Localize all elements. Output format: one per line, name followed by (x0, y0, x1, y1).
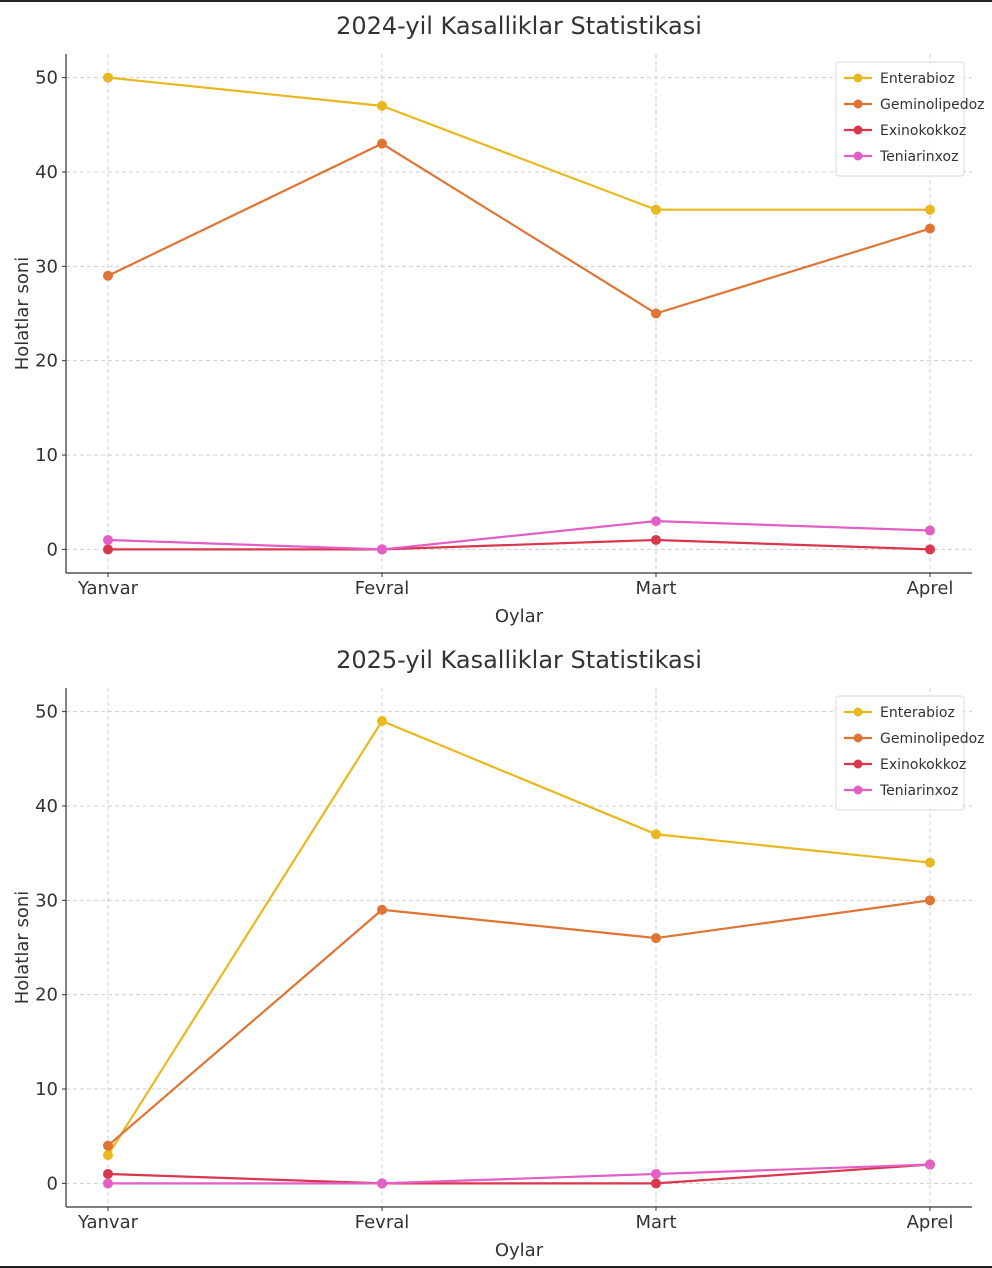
legend-marker-enterabioz (853, 73, 863, 83)
data-point-enterabioz (103, 1150, 113, 1161)
chart-2024: 0 10 20 30 40 50 Yanvar Fevral Mart Aprel 2024-yil… (12, 12, 985, 627)
y-tick-label: 30 (35, 256, 58, 277)
x-tick-label: Mart (635, 1212, 676, 1233)
x-axis-label: Oylar (495, 1240, 544, 1261)
y-tick-label: 40 (35, 162, 58, 183)
y-tick-label: 20 (35, 985, 58, 1006)
legend-marker-teniarinxoz (853, 151, 863, 161)
x-tick-label: Mart (635, 578, 676, 599)
chart-2025-svg: 0 10 20 30 40 50 Yanvar Fevral Mart Aprel 2025-yil… (12, 646, 985, 1261)
legend-label-teniarinxoz: Teniarinxoz (879, 783, 958, 799)
series-line-teniarinxoz (107, 519, 931, 551)
data-point-geminolipedoz (377, 904, 387, 915)
legend-label-enterabioz: Enterabioz (880, 71, 955, 87)
legend-marker-teniarinxoz (853, 785, 863, 795)
legend-label-geminolipedoz: Geminolipedoz (880, 731, 985, 747)
y-axis-label: Holatlar soni (12, 891, 33, 1005)
data-point-teniarinxoz (925, 1159, 935, 1170)
data-point-enterabioz (377, 100, 387, 111)
series-line-teniarinxoz (108, 1163, 931, 1185)
data-point-teniarinxoz (651, 1168, 661, 1179)
data-point-exinokokkoz (651, 1178, 661, 1189)
y-tick-label: 50 (35, 702, 58, 723)
x-tick-label: Yanvar (77, 1212, 139, 1233)
legend-marker-geminolipedoz (853, 99, 863, 109)
data-point-teniarinxoz (377, 1178, 387, 1189)
legend-box (835, 695, 965, 811)
legend-marker-exinokokkoz (853, 759, 863, 769)
y-tick-label: 20 (35, 351, 58, 372)
data-point-enterabioz (651, 829, 661, 840)
data-point-exinokokkoz (103, 544, 113, 555)
x-tick-label: Aprel (907, 578, 954, 599)
legend-marker-geminolipedoz (853, 733, 863, 743)
x-tick-label: Yanvar (77, 578, 139, 599)
data-point-enterabioz (925, 204, 935, 215)
y-tick-label: 50 (35, 68, 58, 89)
series-line-geminolipedoz (107, 142, 931, 315)
y-tick-label: 30 (35, 890, 58, 911)
series-line-geminolipedoz (107, 899, 931, 1147)
data-point-enterabioz (103, 72, 113, 83)
data-point-exinokokkoz (103, 1168, 113, 1179)
data-point-enterabioz (925, 857, 935, 868)
data-point-teniarinxoz (103, 534, 113, 545)
data-point-geminolipedoz (925, 223, 935, 234)
series-line-exinokokkoz (107, 1163, 931, 1185)
legend-box (835, 61, 965, 177)
data-point-enterabioz (377, 716, 387, 727)
x-tick-label: Fevral (355, 578, 410, 599)
series-line-enterabioz (107, 719, 931, 1156)
legend-label-teniarinxoz: Teniarinxoz (879, 149, 958, 165)
plot-area (66, 54, 972, 573)
x-tick-label: Aprel (907, 1212, 954, 1233)
x-axis-label: Oylar (495, 606, 544, 627)
data-point-enterabioz (651, 204, 661, 215)
data-point-geminolipedoz (651, 933, 661, 944)
chart-title: 2024-yil Kasalliklar Statistikasi (336, 12, 702, 40)
data-point-teniarinxoz (925, 525, 935, 536)
y-tick-label: 40 (35, 796, 58, 817)
y-tick-label: 0 (47, 1173, 58, 1194)
chart-title: 2025-yil Kasalliklar Statistikasi (336, 646, 702, 674)
data-point-teniarinxoz (377, 544, 387, 555)
y-axis-label: Holatlar soni (12, 257, 33, 371)
legend-label-geminolipedoz: Geminolipedoz (880, 97, 985, 113)
data-point-geminolipedoz (651, 308, 661, 319)
x-tick-label: Fevral (355, 1212, 410, 1233)
legend-marker-exinokokkoz (853, 125, 863, 135)
chart-2025: 0 10 20 30 40 50 Yanvar Fevral Mart Aprel 2025-yil… (0, 634, 992, 1268)
data-point-teniarinxoz (651, 516, 661, 527)
chart-2024-svg: 0 10 20 30 40 50 Yanvar Fevral Mart Aprel 2024-yil… (12, 12, 985, 627)
data-point-geminolipedoz (925, 895, 935, 906)
data-point-teniarinxoz (103, 1178, 113, 1189)
y-tick-label: 0 (47, 539, 58, 560)
y-tick-label: 10 (35, 1079, 58, 1100)
series-line-enterabioz (107, 76, 930, 211)
data-point-geminolipedoz (103, 270, 113, 281)
data-point-geminolipedoz (377, 138, 387, 149)
series-line-exinokokkoz (108, 538, 931, 551)
plot-area (66, 688, 972, 1207)
legend-label-enterabioz: Enterabioz (880, 705, 955, 721)
data-point-geminolipedoz (103, 1140, 113, 1151)
legend-marker-enterabioz (853, 707, 863, 717)
legend-label-exinokokkoz: Exinokokkoz (880, 757, 966, 773)
data-point-exinokokkoz (925, 544, 935, 555)
y-tick-label: 10 (35, 445, 58, 466)
legend-label-exinokokkoz: Exinokokkoz (880, 123, 966, 139)
data-point-exinokokkoz (651, 534, 661, 545)
